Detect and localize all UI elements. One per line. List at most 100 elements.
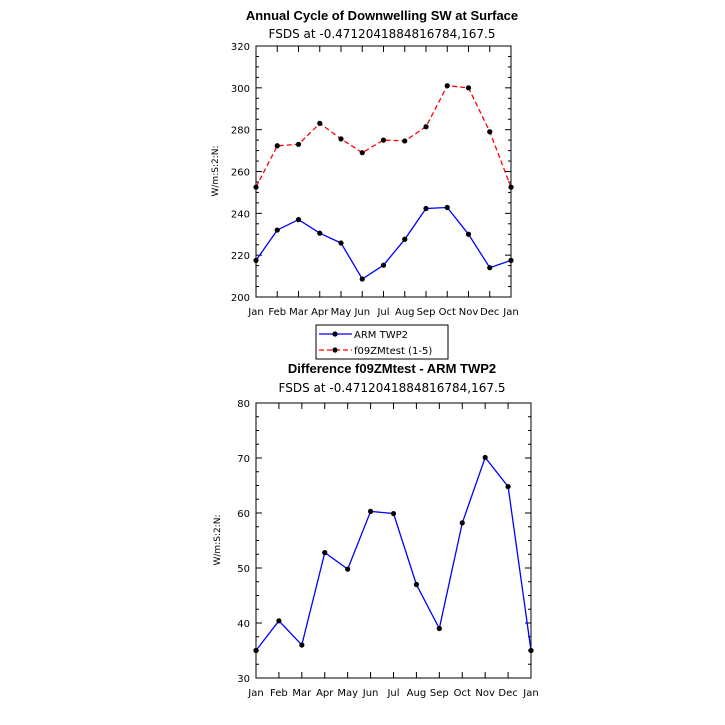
legend-label-model: f09ZMtest (1-5) [354, 346, 432, 357]
data-point [423, 205, 429, 212]
x-tick-label: Jun [353, 307, 370, 318]
data-point [317, 230, 323, 236]
y-tick-label: 30 [237, 674, 250, 685]
series-line-0 [255, 456, 532, 651]
x-tick-label: May [337, 688, 358, 699]
x-tick-label: Dec [480, 307, 499, 318]
data-point [528, 647, 534, 654]
x-tick-label: Apr [311, 307, 329, 318]
data-point [380, 262, 387, 268]
legend-marker-model [332, 347, 338, 353]
chart-title: Annual Cycle of Downwelling SW at Surfac… [246, 8, 518, 23]
x-tick-label: Mar [292, 688, 312, 699]
x-tick-label: Nov [475, 688, 495, 699]
x-tick-label: Dec [498, 688, 517, 699]
data-point [487, 265, 493, 271]
x-tick-label: Sep [430, 688, 449, 699]
data-point [444, 83, 450, 89]
legend-marker-arm [332, 331, 338, 337]
x-tick-label: Sep [417, 307, 436, 318]
data-point [505, 484, 511, 490]
y-tick-label: 80 [237, 399, 250, 410]
x-tick-label: Feb [270, 688, 288, 699]
data-point [367, 508, 374, 514]
data-point [359, 150, 365, 156]
x-tick-label: Oct [454, 688, 471, 699]
y-tick-label: 200 [231, 293, 250, 304]
series-line-0 [255, 206, 512, 280]
data-point [444, 204, 450, 211]
plot-frame [255, 402, 532, 679]
y-tick-label: 280 [231, 126, 250, 137]
x-tick-label: Jul [386, 688, 399, 699]
y-tick-label: 300 [231, 84, 250, 95]
data-point [459, 520, 465, 526]
y-tick-label: 260 [231, 168, 250, 179]
data-point [380, 137, 387, 143]
plot-area: 200 220 240 260 280 300 320 Jan Feb Mar Apr May Jun J… [231, 42, 519, 318]
data-point [276, 618, 282, 624]
data-point [482, 454, 488, 461]
y-tick-label: 60 [237, 509, 250, 520]
plot-area: 30 40 50 60 70 80 Jan Feb Mar Apr May Jun Jul Aug Sep O… [237, 399, 538, 699]
y-tick-label: 320 [231, 42, 250, 53]
y-tick-label: 240 [231, 209, 250, 220]
x-tick-label: Feb [268, 307, 286, 318]
x-tick-label: Jan [247, 688, 263, 699]
data-point [295, 141, 302, 147]
x-tick-label: Jan [522, 688, 538, 699]
data-point [253, 647, 259, 654]
data-point [299, 642, 305, 648]
legend: ARM TWP2 f09ZMtest (1-5) [315, 324, 449, 360]
data-point [338, 240, 344, 246]
y-tick-label: 40 [237, 619, 250, 630]
x-tick-label: Jul [376, 307, 389, 318]
data-point [413, 581, 420, 588]
x-tick-label: Aug [407, 688, 427, 699]
y-axis-label: W/m:S:2:N: [213, 515, 223, 566]
chart-difference: Difference f09ZMtest - ARM TWP2 FSDS at … [213, 361, 539, 699]
data-point [402, 138, 408, 144]
data-point [465, 85, 472, 91]
y-tick-label: 50 [237, 564, 250, 575]
data-point [423, 124, 429, 130]
chart-subtitle: FSDS at -0.4712041884816784,167.5 [269, 27, 496, 41]
y-tick-label: 220 [231, 251, 250, 262]
x-tick-label: Mar [289, 307, 309, 318]
x-tick-label: Jan [247, 307, 263, 318]
chart-annual-cycle: Annual Cycle of Downwelling SW at Surfac… [211, 8, 519, 318]
data-point [317, 120, 323, 126]
data-point [508, 184, 514, 190]
data-point [390, 510, 397, 517]
plot-frame [255, 45, 512, 298]
chart-title: Difference f09ZMtest - ARM TWP2 [288, 361, 496, 376]
x-tick-label: Oct [439, 307, 456, 318]
data-point [436, 625, 442, 632]
data-point [338, 136, 344, 142]
legend-box [315, 324, 449, 360]
series-line-1 [255, 85, 512, 188]
x-tick-label: Aug [395, 307, 415, 318]
data-point [322, 550, 328, 556]
data-point [487, 129, 493, 135]
data-point [253, 184, 259, 190]
x-tick-label: Nov [459, 307, 479, 318]
data-point [465, 231, 472, 237]
data-point [295, 217, 302, 223]
data-point [359, 276, 365, 282]
chart-subtitle: FSDS at -0.4712041884816784,167.5 [279, 381, 506, 395]
data-point [508, 257, 514, 263]
data-point [345, 566, 351, 572]
x-tick-label: Jun [362, 688, 379, 699]
y-axis-label: W/m:S:2:N: [211, 146, 221, 197]
data-point [274, 227, 280, 233]
data-point [402, 236, 408, 242]
x-tick-label: Jan [502, 307, 518, 318]
x-tick-label: Apr [316, 688, 334, 699]
x-tick-label: May [331, 307, 352, 318]
data-point [253, 257, 259, 263]
legend-label-arm: ARM TWP2 [354, 330, 408, 341]
y-tick-label: 70 [237, 454, 250, 465]
data-point [274, 143, 280, 149]
